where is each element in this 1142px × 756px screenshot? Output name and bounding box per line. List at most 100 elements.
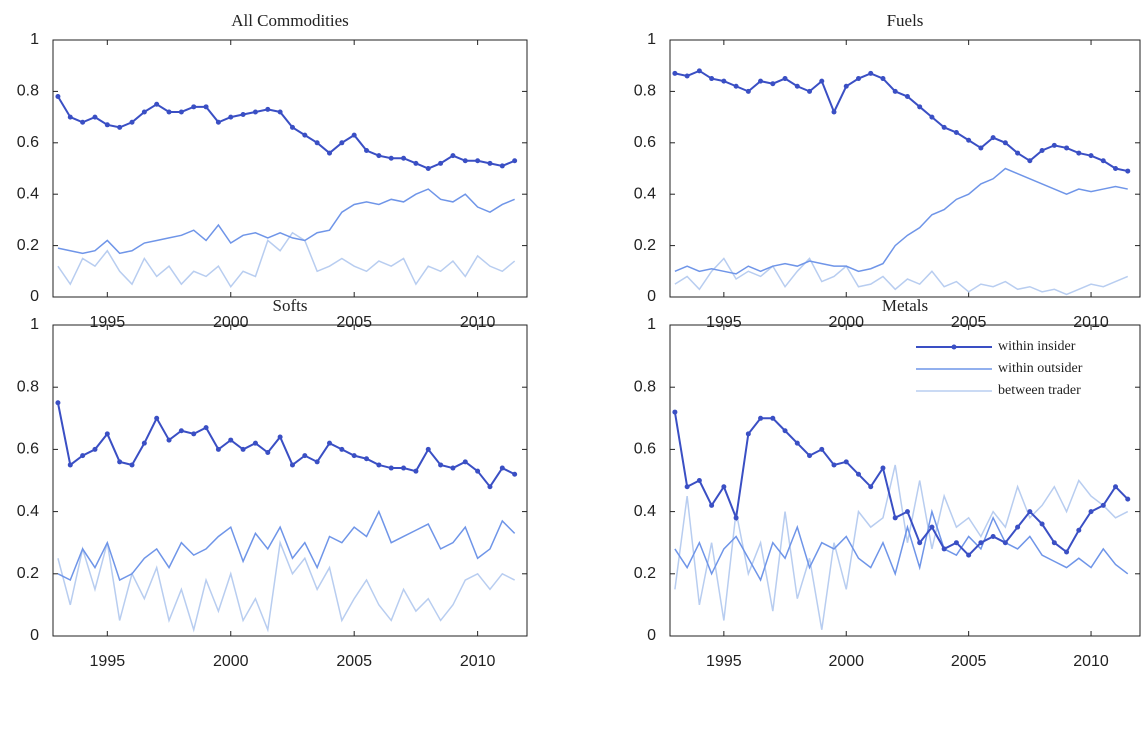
- y-tick-label: 0: [30, 627, 39, 644]
- marker: [855, 76, 861, 82]
- axes-frame: [669, 39, 1141, 298]
- marker: [376, 462, 382, 468]
- marker: [855, 471, 861, 477]
- marker: [941, 546, 947, 552]
- marker: [401, 155, 407, 161]
- marker: [1027, 509, 1033, 515]
- marker: [1088, 153, 1094, 159]
- marker: [819, 78, 825, 84]
- marker: [1051, 540, 1057, 546]
- marker: [228, 437, 234, 443]
- marker: [929, 524, 935, 530]
- marker: [215, 446, 221, 452]
- marker: [178, 428, 184, 434]
- marker: [953, 540, 959, 546]
- marker: [941, 124, 947, 130]
- y-tick-label: 1: [647, 31, 656, 48]
- marker: [499, 163, 505, 169]
- x-tick-label: 2010: [460, 653, 496, 670]
- marker: [709, 76, 715, 82]
- marker: [1051, 142, 1057, 148]
- marker: [966, 552, 972, 558]
- series-line: [674, 69, 1128, 173]
- marker: [696, 68, 702, 74]
- y-tick-label: 0.2: [634, 237, 656, 254]
- x-tick-label: 2005: [336, 653, 372, 670]
- marker: [252, 109, 258, 115]
- y-tick-label: 0: [647, 627, 656, 644]
- marker: [240, 446, 246, 452]
- marker: [770, 81, 776, 87]
- marker: [953, 130, 959, 136]
- series-line: [56, 402, 516, 489]
- marker: [843, 83, 849, 89]
- y-tick-label: 0.8: [17, 378, 39, 395]
- y-tick-label: 0.4: [634, 503, 656, 520]
- legend-label: within outsider: [998, 361, 1083, 376]
- marker: [929, 114, 935, 120]
- axes-frame: [52, 39, 528, 298]
- marker: [450, 465, 456, 471]
- marker: [388, 155, 394, 161]
- marker: [450, 153, 456, 159]
- marker: [277, 109, 283, 115]
- marker: [327, 440, 332, 446]
- marker: [990, 135, 996, 141]
- marker: [1027, 158, 1033, 164]
- x-tick-label: 1995: [90, 653, 126, 670]
- marker: [117, 459, 123, 465]
- marker: [880, 465, 886, 471]
- marker: [978, 540, 984, 546]
- marker: [512, 158, 518, 164]
- y-tick-label: 0.2: [634, 565, 656, 582]
- marker: [843, 459, 849, 465]
- legend: within insider within outsider between tra…: [911, 332, 1133, 410]
- subplot: All Commodities 0 0.2 0.4 0.6 0.8 1 1995 2000 200…: [17, 11, 528, 331]
- marker: [745, 88, 751, 94]
- y-tick-label: 0.8: [634, 378, 656, 395]
- marker: [80, 119, 86, 125]
- marker: [684, 73, 690, 79]
- marker: [178, 109, 184, 115]
- marker: [512, 471, 518, 477]
- series-line: [674, 464, 1129, 630]
- x-tick-label: 2010: [1073, 314, 1109, 331]
- marker: [709, 502, 715, 508]
- chart-title: Metals: [882, 296, 928, 315]
- marker: [782, 76, 788, 82]
- y-tick-label: 1: [30, 31, 39, 48]
- marker: [154, 415, 160, 421]
- marker: [475, 468, 481, 474]
- marker: [302, 453, 308, 459]
- marker: [880, 76, 886, 82]
- marker: [215, 119, 221, 125]
- legend-box: [911, 332, 1133, 410]
- y-tick-label: 0: [30, 288, 39, 305]
- marker: [475, 158, 481, 164]
- y-tick-label: 0.2: [17, 237, 39, 254]
- y-tick-label: 0.6: [634, 441, 656, 458]
- marker: [376, 153, 382, 159]
- y-tick-label: 0.6: [17, 441, 39, 458]
- marker: [351, 453, 357, 459]
- series-line: [57, 188, 515, 255]
- x-tick-label: 1995: [90, 314, 126, 331]
- marker: [191, 431, 197, 437]
- marker: [141, 440, 147, 446]
- marker: [733, 83, 739, 89]
- marker: [154, 101, 160, 107]
- marker: [1076, 527, 1082, 533]
- marker: [339, 446, 345, 452]
- marker: [672, 409, 678, 415]
- marker: [1064, 145, 1070, 151]
- marker: [807, 453, 813, 459]
- marker: [819, 446, 825, 452]
- marker: [462, 158, 468, 164]
- series-line: [673, 411, 1129, 557]
- subplot: Softs 0 0.2 0.4 0.6 0.8 1 1995 2000 2005 2010: [17, 296, 528, 670]
- marker: [733, 515, 739, 521]
- series-line: [674, 167, 1128, 275]
- marker: [758, 78, 764, 84]
- marker: [487, 484, 493, 490]
